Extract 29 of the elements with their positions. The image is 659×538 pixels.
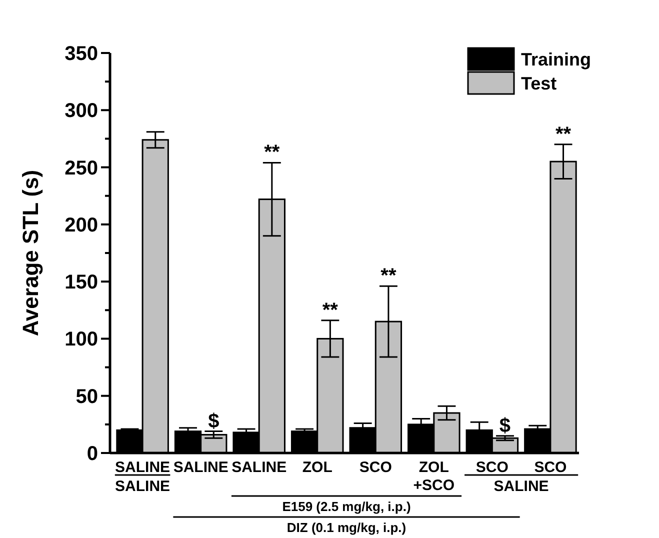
y-axis-title: Average STL (s) <box>18 170 43 336</box>
y-tick-label: 50 <box>76 386 98 408</box>
data-label: ** <box>555 123 572 146</box>
x-tick-label: SCO <box>359 459 392 476</box>
y-tick-label: 0 <box>86 443 98 465</box>
data-label: ** <box>264 142 280 164</box>
y-tick-label: 300 <box>64 100 98 122</box>
text: DIZ (0.1 mg/kg, i.p.) <box>286 520 406 535</box>
x-tick-label: SALINE <box>115 459 170 476</box>
text: E159 (2.5 mg/kg, i.p.) <box>282 499 411 514</box>
data-label: $ <box>208 410 220 432</box>
x-tick-label: SCO <box>476 459 509 476</box>
x-tick-label: ZOL +SCO <box>413 459 455 494</box>
data-label: $ <box>499 414 511 437</box>
y-tick-label: 150 <box>64 272 98 294</box>
y-tick-label: 100 <box>64 328 98 351</box>
y-tick-label: 200 <box>64 214 98 236</box>
x-tick-label: ZOL <box>302 459 332 476</box>
legend-label: Test <box>521 73 557 94</box>
y-tick-label: 250 <box>64 157 98 180</box>
data-label: ** <box>380 265 396 288</box>
y-tick-label: 350 <box>64 43 98 65</box>
text: SALINE <box>494 478 549 495</box>
legend-label: Training <box>521 49 592 70</box>
x-tick-label: SCO <box>534 459 568 476</box>
x-tick-label: SALINE <box>173 459 228 476</box>
text: SALINE <box>115 478 170 495</box>
data-label: ** <box>322 299 338 322</box>
x-tick-label: SALINE <box>232 459 287 476</box>
